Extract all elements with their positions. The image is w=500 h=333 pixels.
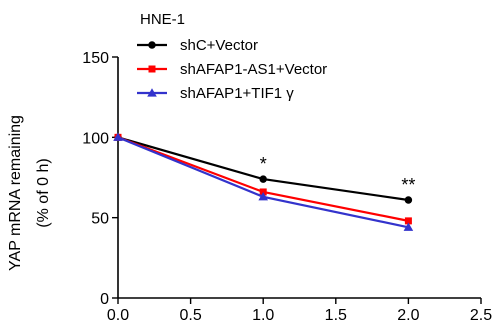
annotation-layer: *** — [260, 154, 416, 195]
legend: shC+Vector shAFAP1-AS1+Vector shAFAP1+TIF1… — [137, 37, 327, 102]
data-point — [259, 175, 267, 183]
legend-marker — [148, 41, 156, 49]
y-tick-label: 100 — [82, 130, 109, 147]
legend-marker — [147, 88, 157, 97]
data-point — [404, 196, 413, 204]
legend-marker — [148, 65, 156, 73]
data-point — [258, 191, 268, 201]
x-tick-label: 1.5 — [325, 307, 347, 324]
legend-item: shAFAP1-AS1+Vector — [137, 61, 327, 78]
series-layer — [113, 132, 414, 231]
legend-label: shC+Vector — [180, 37, 258, 54]
x-tick-label: 0.0 — [107, 307, 129, 324]
x-tick-label: 2.0 — [397, 307, 419, 324]
axes: 0 50 100 150 0.0 0.5 1.0 1.5 2.0 2.5 — [82, 50, 492, 324]
chart-title: HNE-1 — [140, 11, 185, 28]
significance-marker: * — [260, 154, 267, 174]
data-point — [259, 188, 267, 196]
x-tick-label: 1.0 — [252, 307, 274, 324]
significance-marker: ** — [401, 175, 415, 195]
data-point — [403, 222, 414, 231]
y-axis-label-line-1: YAP mRNA remaining — [7, 115, 24, 271]
y-axis-label-line-2: (% of 0 h) — [35, 158, 52, 227]
y-tick-label: 0 — [100, 291, 109, 308]
legend-label: shAFAP1-AS1+Vector — [180, 61, 327, 78]
series-3 — [113, 132, 414, 231]
x-tick-label: 0.5 — [179, 307, 201, 324]
y-tick-label: 150 — [82, 50, 109, 67]
legend-item: shAFAP1+TIF1 γ — [137, 85, 294, 102]
x-tick-label: 2.5 — [470, 307, 492, 324]
data-point — [113, 132, 123, 141]
legend-item: shC+Vector — [137, 37, 258, 54]
y-tick-label: 50 — [91, 211, 109, 228]
data-point — [404, 217, 412, 225]
legend-label: shAFAP1+TIF1 γ — [180, 85, 294, 102]
